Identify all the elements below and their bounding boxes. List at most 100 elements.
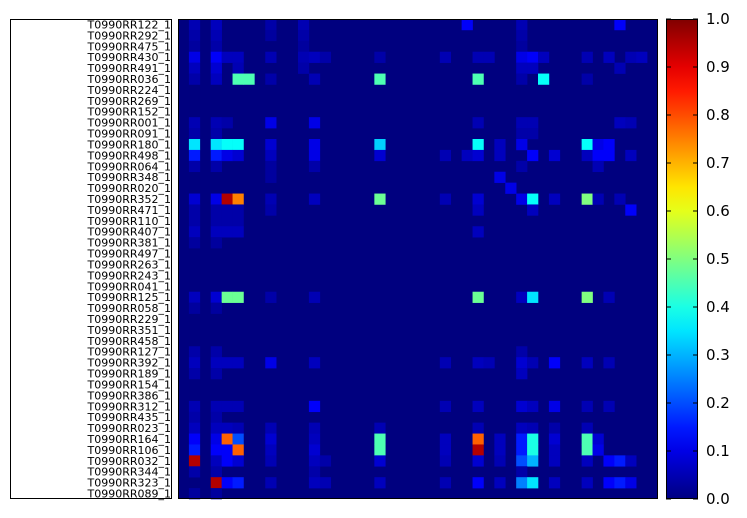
heatmap-cell xyxy=(265,149,277,162)
row-label: T0990RR498_1 xyxy=(87,149,172,162)
heatmap-cell xyxy=(232,291,244,303)
row-label: T0990RR180_1 xyxy=(87,138,172,151)
row-label: T0990RR106_1 xyxy=(87,444,172,457)
heatmap-cell xyxy=(210,433,222,445)
heatmap-cell xyxy=(210,160,222,173)
row-label: T0990RR154_1 xyxy=(87,378,172,391)
heatmap-cell xyxy=(188,466,201,478)
heatmap-cell xyxy=(581,422,593,434)
row-label: T0990RR152_1 xyxy=(87,106,172,119)
heatmap-cell xyxy=(581,433,593,445)
heatmap-cell xyxy=(210,291,222,303)
heatmap-cell xyxy=(308,455,321,467)
heatmap-cell xyxy=(210,62,222,74)
heatmap-cell xyxy=(188,226,201,238)
heatmap-cell xyxy=(603,400,615,413)
row-label: T0990RR491_1 xyxy=(87,62,172,75)
heatmap-cell xyxy=(188,149,201,162)
heatmap-cell xyxy=(527,149,539,162)
heatmap-cell xyxy=(210,346,222,358)
heatmap-cell xyxy=(221,226,233,238)
heatmap-cell xyxy=(188,128,201,140)
heatmap-cell xyxy=(374,73,386,85)
heatmap-cell xyxy=(581,357,593,369)
heatmap-cell xyxy=(614,62,626,74)
heatmap-cell xyxy=(210,226,222,238)
heatmap-cell xyxy=(439,433,452,445)
heatmap-cell xyxy=(494,477,506,489)
heatmap-frame xyxy=(178,19,658,499)
heatmap-cell xyxy=(603,139,615,151)
heatmap-cell xyxy=(188,400,201,413)
heatmap-cell xyxy=(548,400,561,413)
heatmap-cell xyxy=(265,291,277,303)
heatmap-cell xyxy=(439,357,452,369)
heatmap-cell xyxy=(210,19,222,31)
heatmap-cell xyxy=(592,193,604,205)
heatmap-cell xyxy=(439,400,452,413)
heatmap-cell xyxy=(188,40,201,53)
heatmap-cell xyxy=(472,149,484,162)
heatmap-cell xyxy=(308,160,321,173)
colorbar-tick-label: 0.8 xyxy=(706,106,730,124)
colorbar-tick-label: 0.5 xyxy=(706,250,730,268)
heatmap-cell xyxy=(592,149,604,162)
heatmap-cell xyxy=(210,139,222,151)
heatmap-cell xyxy=(243,73,255,85)
colorbar-tick-label: 0.6 xyxy=(706,202,730,220)
colorbar-tick-label: 0.2 xyxy=(706,394,730,412)
row-label: T0990RR229_1 xyxy=(87,313,172,326)
heatmap-cell xyxy=(210,40,222,53)
heatmap-cell xyxy=(308,433,321,445)
heatmap-cell xyxy=(210,149,222,162)
row-label: T0990RR189_1 xyxy=(87,368,172,381)
heatmap-cell xyxy=(548,477,561,489)
heatmap-cell xyxy=(232,444,244,456)
heatmap-cell xyxy=(265,422,277,434)
colorbar-tick-label: 0.9 xyxy=(706,58,730,76)
heatmap-cell xyxy=(221,422,233,434)
heatmap-cell xyxy=(581,73,593,85)
heatmap-cell xyxy=(232,226,244,238)
heatmap-cell xyxy=(210,29,222,42)
heatmap-cell xyxy=(374,51,386,63)
heatmap-cell xyxy=(581,455,593,467)
heatmap-cell xyxy=(298,51,310,63)
heatmap-cell xyxy=(516,357,528,369)
heatmap-cell xyxy=(188,346,201,358)
heatmap-cell xyxy=(527,422,539,434)
heatmap-cell xyxy=(527,477,539,489)
heatmap-cell xyxy=(603,455,615,467)
heatmap-cell xyxy=(308,291,321,303)
heatmap-cell xyxy=(265,160,277,173)
heatmap-cell xyxy=(439,51,452,63)
heatmap-cell xyxy=(581,400,593,413)
heatmap-cell xyxy=(581,291,593,303)
heatmap-cell xyxy=(210,302,222,314)
heatmap-cell xyxy=(210,51,222,63)
heatmap-cell xyxy=(308,422,321,434)
heatmap-cell xyxy=(527,51,539,63)
heatmap-cell xyxy=(548,193,561,205)
heatmap-cell xyxy=(308,193,321,205)
heatmap-cell xyxy=(472,291,484,303)
heatmap-cell xyxy=(374,444,386,456)
heatmap-cell xyxy=(232,149,244,162)
heatmap-cell xyxy=(527,62,539,74)
heatmap-cell xyxy=(548,357,561,369)
row-label: T0990RR458_1 xyxy=(87,335,172,348)
heatmap-cell xyxy=(472,73,484,85)
heatmap-cell xyxy=(614,19,626,31)
heatmap-cell xyxy=(308,73,321,85)
heatmap-cell xyxy=(494,444,506,456)
heatmap-cell xyxy=(527,117,539,129)
heatmap-cell xyxy=(538,51,550,63)
heatmap-cell xyxy=(210,73,222,85)
row-label: T0990RR269_1 xyxy=(87,95,172,108)
heatmap-cell xyxy=(581,444,593,456)
heatmap-cell xyxy=(439,149,452,162)
heatmap-cell xyxy=(221,357,233,369)
row-label: T0990RR122_1 xyxy=(87,18,172,31)
heatmap-cell xyxy=(221,215,233,227)
heatmap-cell xyxy=(494,149,506,162)
